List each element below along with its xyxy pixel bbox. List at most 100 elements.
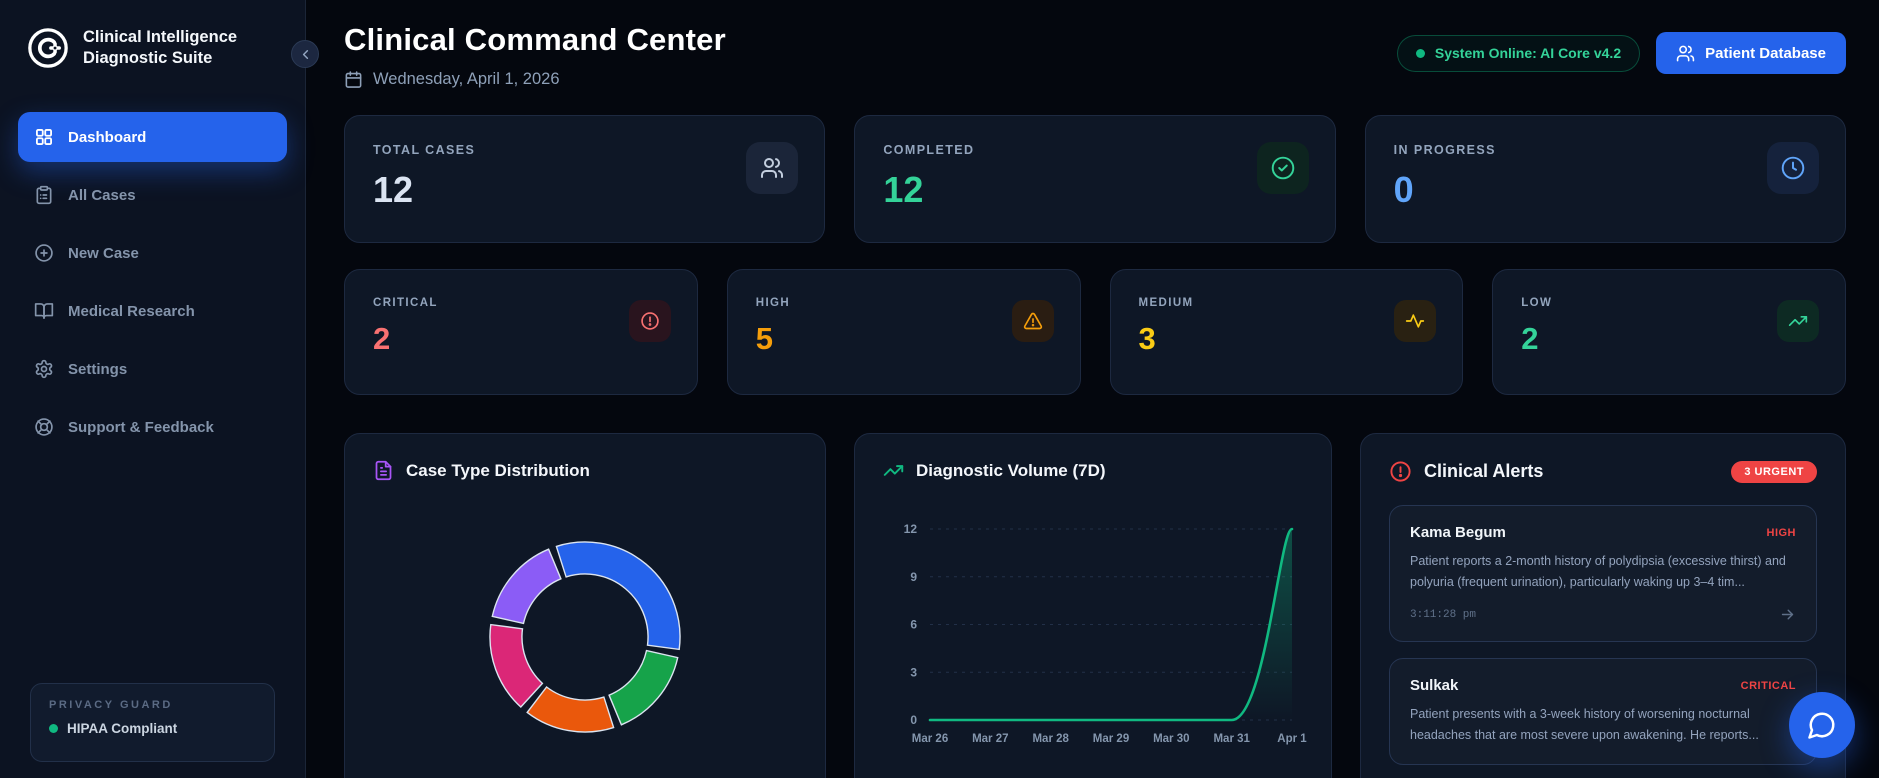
svg-text:Mar 29: Mar 29 — [1093, 733, 1129, 745]
alert-card[interactable]: Kama Begum HIGH Patient reports a 2-mont… — [1389, 505, 1817, 642]
alert-timestamp: 3:11:28 pm — [1410, 608, 1477, 621]
stat-value: 12 — [373, 169, 414, 210]
panel-title: Diagnostic Volume (7D) — [916, 460, 1106, 480]
privacy-guard-box: PRIVACY GUARD HIPAA Compliant — [30, 683, 275, 762]
svg-text:Mar 26: Mar 26 — [912, 733, 948, 745]
panels-row: Case Type Distribution Diagnostic Volume… — [344, 433, 1846, 778]
sidebar-item-dashboard[interactable]: Dashboard — [18, 112, 287, 162]
stats-row: TOTAL CASES 12 COMPLETED 12 IN PROGRESS … — [344, 115, 1846, 243]
sidebar: Clinical Intelligence Diagnostic Suite D… — [0, 0, 319, 778]
svg-text:Mar 28: Mar 28 — [1032, 733, 1069, 745]
sidebar-item-support-feedback[interactable]: Support & Feedback — [18, 402, 287, 452]
clipboard-list-icon — [36, 185, 52, 205]
severity-value: 2 — [373, 321, 391, 356]
donut-chart — [345, 434, 825, 778]
sidebar-item-medical-research[interactable]: Medical Research — [18, 286, 287, 336]
layout-grid-icon — [36, 129, 53, 145]
sidebar-item-label: New Case — [68, 244, 139, 262]
alert-card[interactable]: Sulkak CRITICAL Patient presents with a … — [1389, 658, 1817, 765]
volume-chart: 0 3 6 9 12 Mar 26 Mar 27 Mar 28 Mar 29 Mar 30 Mar… — [855, 434, 1331, 778]
patient-name: Kama Begum — [1410, 524, 1506, 541]
users-icon — [746, 142, 799, 194]
diagnostic-volume-panel: Diagnostic Volume (7D) 0 3 6 9 12 Mar 26 Mar … — [854, 433, 1332, 778]
severity-value: 5 — [755, 321, 773, 356]
sidebar-item-label: Support & Feedback — [68, 418, 214, 436]
panel-title: Case Type Distribution — [406, 460, 590, 480]
gear-icon — [35, 359, 53, 379]
users-icon — [1676, 45, 1695, 61]
sidebar-item-settings[interactable]: Settings — [18, 344, 287, 394]
sidebar-item-label: All Cases — [68, 186, 136, 204]
svg-text:Mar 30: Mar 30 — [1153, 733, 1189, 745]
severity-card-medium: MEDIUM 3 — [1109, 269, 1464, 395]
activity-icon — [1394, 300, 1437, 342]
stat-label: TOTAL CASES — [373, 143, 476, 157]
sidebar-item-label: Settings — [68, 360, 128, 378]
clinical-alerts-panel: Clinical Alerts 3 URGENT Kama Begum HIGH… — [1360, 433, 1846, 778]
arrow-right-icon[interactable] — [1779, 606, 1796, 623]
severity-card-high: HIGH 5 — [726, 269, 1081, 395]
svg-text:3: 3 — [910, 665, 917, 679]
alert-text: Patient presents with a 3-week history o… — [1410, 707, 1759, 742]
stat-card-in-progress: IN PROGRESS 0 — [1364, 115, 1846, 243]
stat-value: 0 — [1393, 169, 1414, 210]
stat-card-completed: COMPLETED 12 — [854, 115, 1336, 243]
status-dot-icon — [49, 724, 58, 733]
alert-circle-icon — [628, 300, 671, 342]
alert-triangle-icon — [1011, 300, 1054, 342]
patient-database-button[interactable]: Patient Database — [1656, 32, 1846, 74]
patient-name: Sulkak — [1410, 677, 1459, 694]
panel-title: Clinical Alerts — [1424, 461, 1544, 481]
file-text-icon — [375, 460, 392, 481]
svg-text:0: 0 — [910, 713, 917, 727]
severity-row: CRITICAL 2 HIGH 5 MEDIUM 3 — [344, 269, 1846, 395]
status-dot-icon — [1415, 48, 1425, 58]
alert-circle-icon — [1390, 461, 1411, 482]
severity-value: 2 — [1521, 321, 1539, 356]
stat-value: 12 — [883, 169, 924, 210]
privacy-guard-title: PRIVACY GUARD — [49, 699, 173, 711]
severity-label: HIGH — [755, 297, 791, 309]
book-open-icon — [34, 303, 54, 319]
alert-list: Kama Begum HIGH Patient reports a 2-mont… — [1389, 505, 1817, 765]
chevron-left-icon — [302, 49, 308, 59]
check-circle-icon — [1256, 142, 1309, 194]
severity-label: CRITICAL — [373, 297, 438, 309]
urgent-count-badge: 3 URGENT — [1731, 460, 1817, 483]
svg-text:9: 9 — [910, 570, 917, 584]
severity-label: MEDIUM — [1138, 297, 1194, 309]
main-content: Clinical Command Center Wednesday, April… — [306, 0, 1879, 778]
plus-circle-icon — [35, 244, 53, 262]
trending-up-icon — [1777, 300, 1819, 342]
alert-severity-badge: HIGH — [1766, 526, 1796, 539]
brand-name: Clinical Intelligence Diagnostic Suite — [83, 27, 238, 67]
page-title: Clinical Command Center — [344, 22, 726, 57]
svg-text:Apr 1: Apr 1 — [1277, 733, 1307, 745]
sidebar-nav: Dashboard All Cases New Case Medical Res… — [18, 112, 287, 452]
svg-text:6: 6 — [910, 618, 917, 632]
privacy-guard-status: HIPAA Compliant — [49, 721, 256, 736]
sidebar-collapse-button[interactable] — [291, 40, 319, 68]
page-header: Clinical Command Center Wednesday, April… — [344, 22, 1846, 89]
stat-card-total-cases: TOTAL CASES 12 — [344, 115, 826, 243]
sidebar-item-label: Dashboard — [68, 128, 147, 146]
page-date: Wednesday, April 1, 2026 — [344, 70, 726, 89]
stat-label: IN PROGRESS — [1393, 143, 1496, 157]
sidebar-item-all-cases[interactable]: All Cases — [18, 170, 287, 220]
severity-card-low: LOW 2 — [1492, 269, 1846, 395]
severity-card-critical: CRITICAL 2 — [344, 269, 698, 395]
app-logo-icon — [26, 26, 70, 70]
svg-text:12: 12 — [904, 522, 918, 536]
sidebar-item-new-case[interactable]: New Case — [18, 228, 287, 278]
trending-up-icon — [883, 465, 904, 476]
system-status-badge: System Online: AI Core v4.2 — [1396, 34, 1641, 72]
chat-fab-button[interactable] — [1789, 692, 1855, 758]
severity-label: LOW — [1521, 297, 1553, 309]
stat-label: COMPLETED — [883, 143, 975, 157]
brand: Clinical Intelligence Diagnostic Suite — [18, 26, 287, 70]
svg-text:Mar 27: Mar 27 — [972, 733, 1008, 745]
message-circle-icon — [1808, 712, 1835, 739]
alert-severity-badge: CRITICAL — [1740, 679, 1796, 692]
header-actions: System Online: AI Core v4.2 Patient Data… — [1396, 32, 1846, 74]
